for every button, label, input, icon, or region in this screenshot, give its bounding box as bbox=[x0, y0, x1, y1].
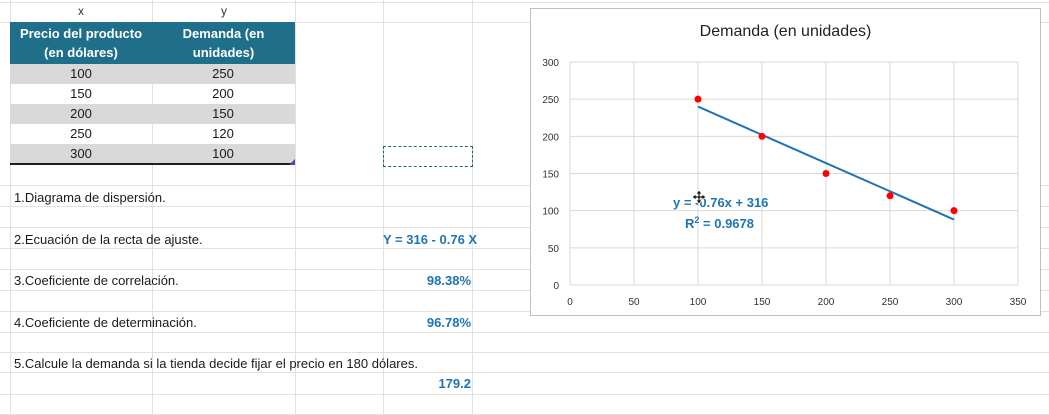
answer-2[interactable]: Y = 316 - 0.76 X bbox=[383, 232, 478, 247]
row-gridline bbox=[0, 332, 1049, 333]
data-point bbox=[950, 207, 958, 215]
x-tick-label: 0 bbox=[567, 297, 573, 308]
copy-selection-marquee[interactable] bbox=[383, 146, 473, 167]
header-demand-line-2: unidades) bbox=[192, 45, 255, 60]
y-tick-label: 200 bbox=[542, 132, 559, 143]
row-gridline bbox=[0, 290, 1049, 291]
chart-plot-svg: 0 50 100 150 200 250 300 350050100150200250300 … bbox=[542, 58, 1026, 308]
table-row: 200 150 bbox=[10, 104, 295, 124]
y-tick-label: 300 bbox=[542, 58, 559, 69]
column-label-y: y bbox=[221, 4, 227, 18]
row-gridline bbox=[0, 352, 1049, 353]
answer-4[interactable]: 96.78% bbox=[426, 315, 471, 330]
header-price-line-1: Precio del producto bbox=[19, 26, 143, 41]
y-tick-label: 150 bbox=[542, 170, 559, 181]
row-gridline bbox=[0, 2, 1049, 3]
data-point bbox=[694, 95, 702, 103]
table-header: Precio del producto (en dólares) Demanda… bbox=[10, 22, 295, 64]
row-gridline bbox=[0, 22, 1049, 23]
r2-prefix: R bbox=[685, 216, 695, 231]
x-tick-label: 300 bbox=[946, 297, 963, 308]
row-gridline bbox=[0, 227, 1049, 228]
trendline-r-squared: R2 = 0.9678 bbox=[685, 215, 754, 231]
cell-price[interactable]: 300 bbox=[70, 146, 92, 161]
cell-demand[interactable]: 120 bbox=[212, 126, 234, 141]
cell-price[interactable]: 150 bbox=[70, 86, 92, 101]
chart-points bbox=[694, 95, 958, 215]
row-gridline bbox=[0, 185, 1049, 186]
data-point bbox=[758, 132, 766, 140]
row-gridline bbox=[0, 269, 1049, 270]
y-tick-label: 0 bbox=[553, 281, 559, 292]
cursor-move-icon bbox=[691, 189, 707, 205]
row-gridline bbox=[0, 394, 1049, 395]
question-4[interactable]: 4.Coeficiente de determinación. bbox=[14, 315, 197, 330]
row-gridline bbox=[0, 311, 1049, 312]
cell-demand[interactable]: 150 bbox=[212, 106, 234, 121]
answer-3[interactable]: 98.38% bbox=[426, 273, 471, 288]
x-tick-label: 250 bbox=[882, 297, 899, 308]
chart-title[interactable]: Demanda (en unidades) bbox=[699, 23, 872, 40]
cell-demand[interactable]: 250 bbox=[212, 66, 234, 81]
x-tick-label: 50 bbox=[628, 297, 640, 308]
chart-trendline-group bbox=[697, 105, 955, 221]
data-point bbox=[886, 192, 894, 200]
chart-tick-labels: 0 50 100 150 200 250 300 350 0 50 100 150 200 250 300 bbox=[542, 58, 1026, 308]
x-tick-label: 350 bbox=[1010, 297, 1027, 308]
cell-demand[interactable]: 200 bbox=[212, 86, 234, 101]
table-row: 300 100 bbox=[10, 144, 295, 165]
cell-demand[interactable]: 100 bbox=[212, 146, 234, 161]
row-gridline bbox=[0, 206, 1049, 207]
header-price[interactable]: Precio del producto (en dólares) bbox=[10, 22, 152, 66]
column-gridline bbox=[472, 0, 473, 415]
column-label-x: x bbox=[78, 4, 84, 18]
y-tick-label: 250 bbox=[542, 95, 559, 106]
table-row: 100 250 bbox=[10, 64, 295, 84]
chart-gridlines bbox=[569, 61, 1019, 286]
column-gridline bbox=[295, 0, 296, 415]
scatter-chart[interactable]: Demanda (en unidades) 0 50 100 150 200 250 300… bbox=[530, 8, 1041, 316]
x-tick-label: 200 bbox=[818, 297, 835, 308]
cell-price[interactable]: 200 bbox=[70, 106, 92, 121]
header-demand[interactable]: Demanda (en unidades) bbox=[152, 22, 295, 66]
chart-annotation: y = -0.76x + 316 R2 = 0.9678 bbox=[673, 195, 768, 231]
trendline-equation: y = -0.76x + 316 bbox=[673, 195, 768, 210]
answer-5[interactable]: 179.2 bbox=[438, 376, 471, 391]
column-gridline bbox=[152, 0, 153, 415]
question-1[interactable]: 1.Diagrama de dispersión. bbox=[14, 190, 166, 205]
y-tick-label: 50 bbox=[548, 244, 560, 255]
header-demand-line-1: Demanda (en bbox=[182, 26, 265, 41]
cell-price[interactable]: 250 bbox=[70, 126, 92, 141]
row-gridline bbox=[0, 248, 1049, 249]
question-3[interactable]: 3.Coeficiente de correlación. bbox=[14, 273, 179, 288]
x-tick-label: 100 bbox=[690, 297, 707, 308]
cell-price[interactable]: 100 bbox=[70, 66, 92, 81]
data-point bbox=[822, 170, 830, 177]
table-row: 150 200 bbox=[10, 84, 295, 104]
y-tick-label: 100 bbox=[542, 207, 559, 218]
r2-value: = 0.9678 bbox=[699, 216, 754, 231]
question-2[interactable]: 2.Ecuación de la recta de ajuste. bbox=[14, 232, 203, 247]
column-gridline bbox=[10, 0, 11, 415]
column-gridline bbox=[383, 0, 384, 415]
question-5[interactable]: 5.Calcule la demanda si la tienda decide… bbox=[14, 356, 418, 371]
r2-superscript: 2 bbox=[694, 215, 699, 225]
x-tick-label: 150 bbox=[754, 297, 771, 308]
header-price-line-2: (en dólares) bbox=[44, 45, 118, 60]
table-row: 250 120 bbox=[10, 124, 295, 144]
trendline bbox=[697, 105, 955, 221]
row-gridline bbox=[0, 372, 1049, 373]
fill-handle-icon[interactable] bbox=[289, 159, 295, 165]
